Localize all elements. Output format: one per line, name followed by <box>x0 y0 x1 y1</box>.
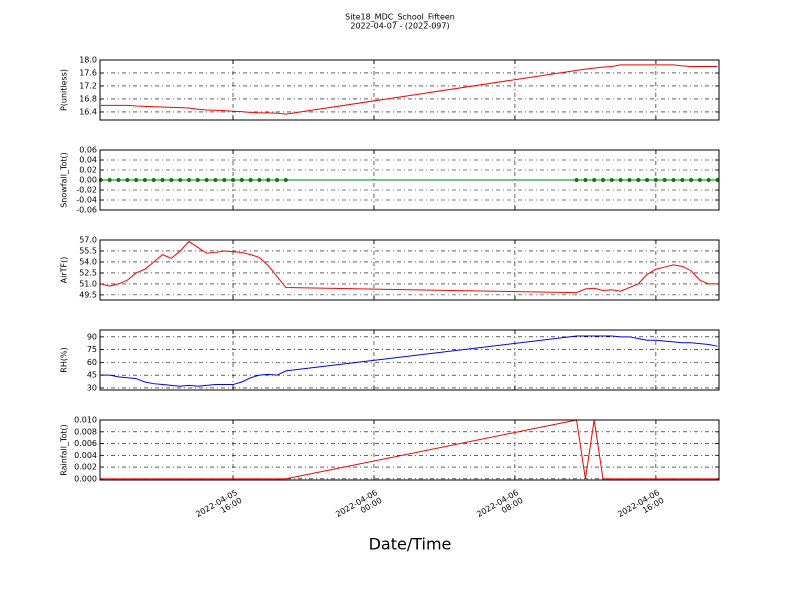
data-point <box>697 178 702 182</box>
data-point <box>213 178 218 182</box>
chart-subtitle: 2022-04-07 - (2022-097) <box>350 22 449 31</box>
data-point <box>671 178 676 182</box>
y-tick-label: 0.008 <box>74 427 97 436</box>
plot-frame <box>99 329 720 391</box>
y-axis-label: AirTF() <box>60 257 69 284</box>
data-point <box>583 178 588 182</box>
y-tick-label: 54.0 <box>79 257 97 266</box>
y-tick-label: 0.002 <box>74 463 97 472</box>
data-point <box>592 178 597 182</box>
data-point <box>204 178 209 182</box>
data-point <box>231 178 236 182</box>
x-axis-label: Date/Time <box>369 535 452 554</box>
y-tick-label: 57.0 <box>79 236 97 245</box>
data-line <box>100 240 718 294</box>
data-point <box>283 178 288 182</box>
y-tick-label: 51.0 <box>79 279 97 288</box>
data-point <box>609 178 614 182</box>
plot-frame <box>99 149 720 211</box>
data-point <box>222 178 227 182</box>
data-line <box>100 64 718 115</box>
data-point <box>618 178 623 182</box>
y-tick-label: 16.4 <box>79 107 97 116</box>
data-point <box>134 178 139 182</box>
data-point <box>186 178 191 182</box>
y-tick-label: 52.5 <box>79 268 97 277</box>
data-point <box>116 178 121 182</box>
y-axis-label: RH(%) <box>60 347 69 372</box>
data-point <box>257 178 262 182</box>
y-tick-label: 0.04 <box>79 156 97 165</box>
data-point <box>239 178 244 182</box>
y-tick-label: 0.00 <box>79 176 97 185</box>
y-tick-label: -0.02 <box>76 186 97 195</box>
y-tick-label: -0.04 <box>76 196 97 205</box>
data-point <box>706 178 711 182</box>
data-point <box>627 178 632 182</box>
y-tick-label: 0.06 <box>79 146 97 155</box>
data-point <box>266 178 271 182</box>
y-tick-label: 45 <box>87 371 97 380</box>
y-tick-label: 0.006 <box>74 439 97 448</box>
y-tick-label: 0.02 <box>79 166 97 175</box>
y-tick-label: 0.000 <box>74 474 97 483</box>
data-point <box>160 178 165 182</box>
data-point <box>574 178 579 182</box>
plot-frame <box>99 419 720 481</box>
data-point <box>275 178 280 182</box>
y-tick-label: 16.8 <box>79 94 97 103</box>
y-tick-label: 55.5 <box>79 246 97 255</box>
y-tick-label: 30 <box>87 383 97 392</box>
data-point <box>107 178 112 182</box>
data-point <box>151 178 156 182</box>
plot-frame <box>99 239 720 301</box>
data-point <box>142 178 147 182</box>
y-tick-label: 75 <box>87 345 97 354</box>
y-axis-label: P(unitless) <box>60 69 69 111</box>
data-line <box>100 419 718 480</box>
y-tick-label: 90 <box>87 332 97 341</box>
data-point <box>636 178 641 182</box>
data-point <box>601 178 606 182</box>
data-point <box>125 178 130 182</box>
data-point <box>645 178 650 182</box>
y-tick-label: 17.6 <box>79 68 97 77</box>
y-tick-label: 0.010 <box>74 416 97 425</box>
data-point <box>169 178 174 182</box>
y-tick-label: 60 <box>87 358 97 367</box>
y-tick-label: 18.0 <box>79 56 97 65</box>
data-point <box>689 178 694 182</box>
data-point <box>248 178 253 182</box>
y-tick-label: -0.06 <box>76 206 97 215</box>
data-point <box>178 178 183 182</box>
data-point <box>662 178 667 182</box>
chart-title: Site18_MDC_School_Fifteen <box>345 13 455 22</box>
data-point <box>653 178 658 182</box>
y-axis-label: Snowfall_Tot() <box>60 152 69 208</box>
y-axis-label: Rainfall_Tot() <box>60 424 69 476</box>
data-point <box>680 178 685 182</box>
y-tick-label: 0.004 <box>74 451 97 460</box>
data-line <box>100 335 718 387</box>
y-tick-label: 49.5 <box>79 290 97 299</box>
y-tick-label: 17.2 <box>79 81 97 90</box>
plot-frame <box>99 59 720 121</box>
data-point <box>195 178 200 182</box>
data-point <box>98 178 103 182</box>
